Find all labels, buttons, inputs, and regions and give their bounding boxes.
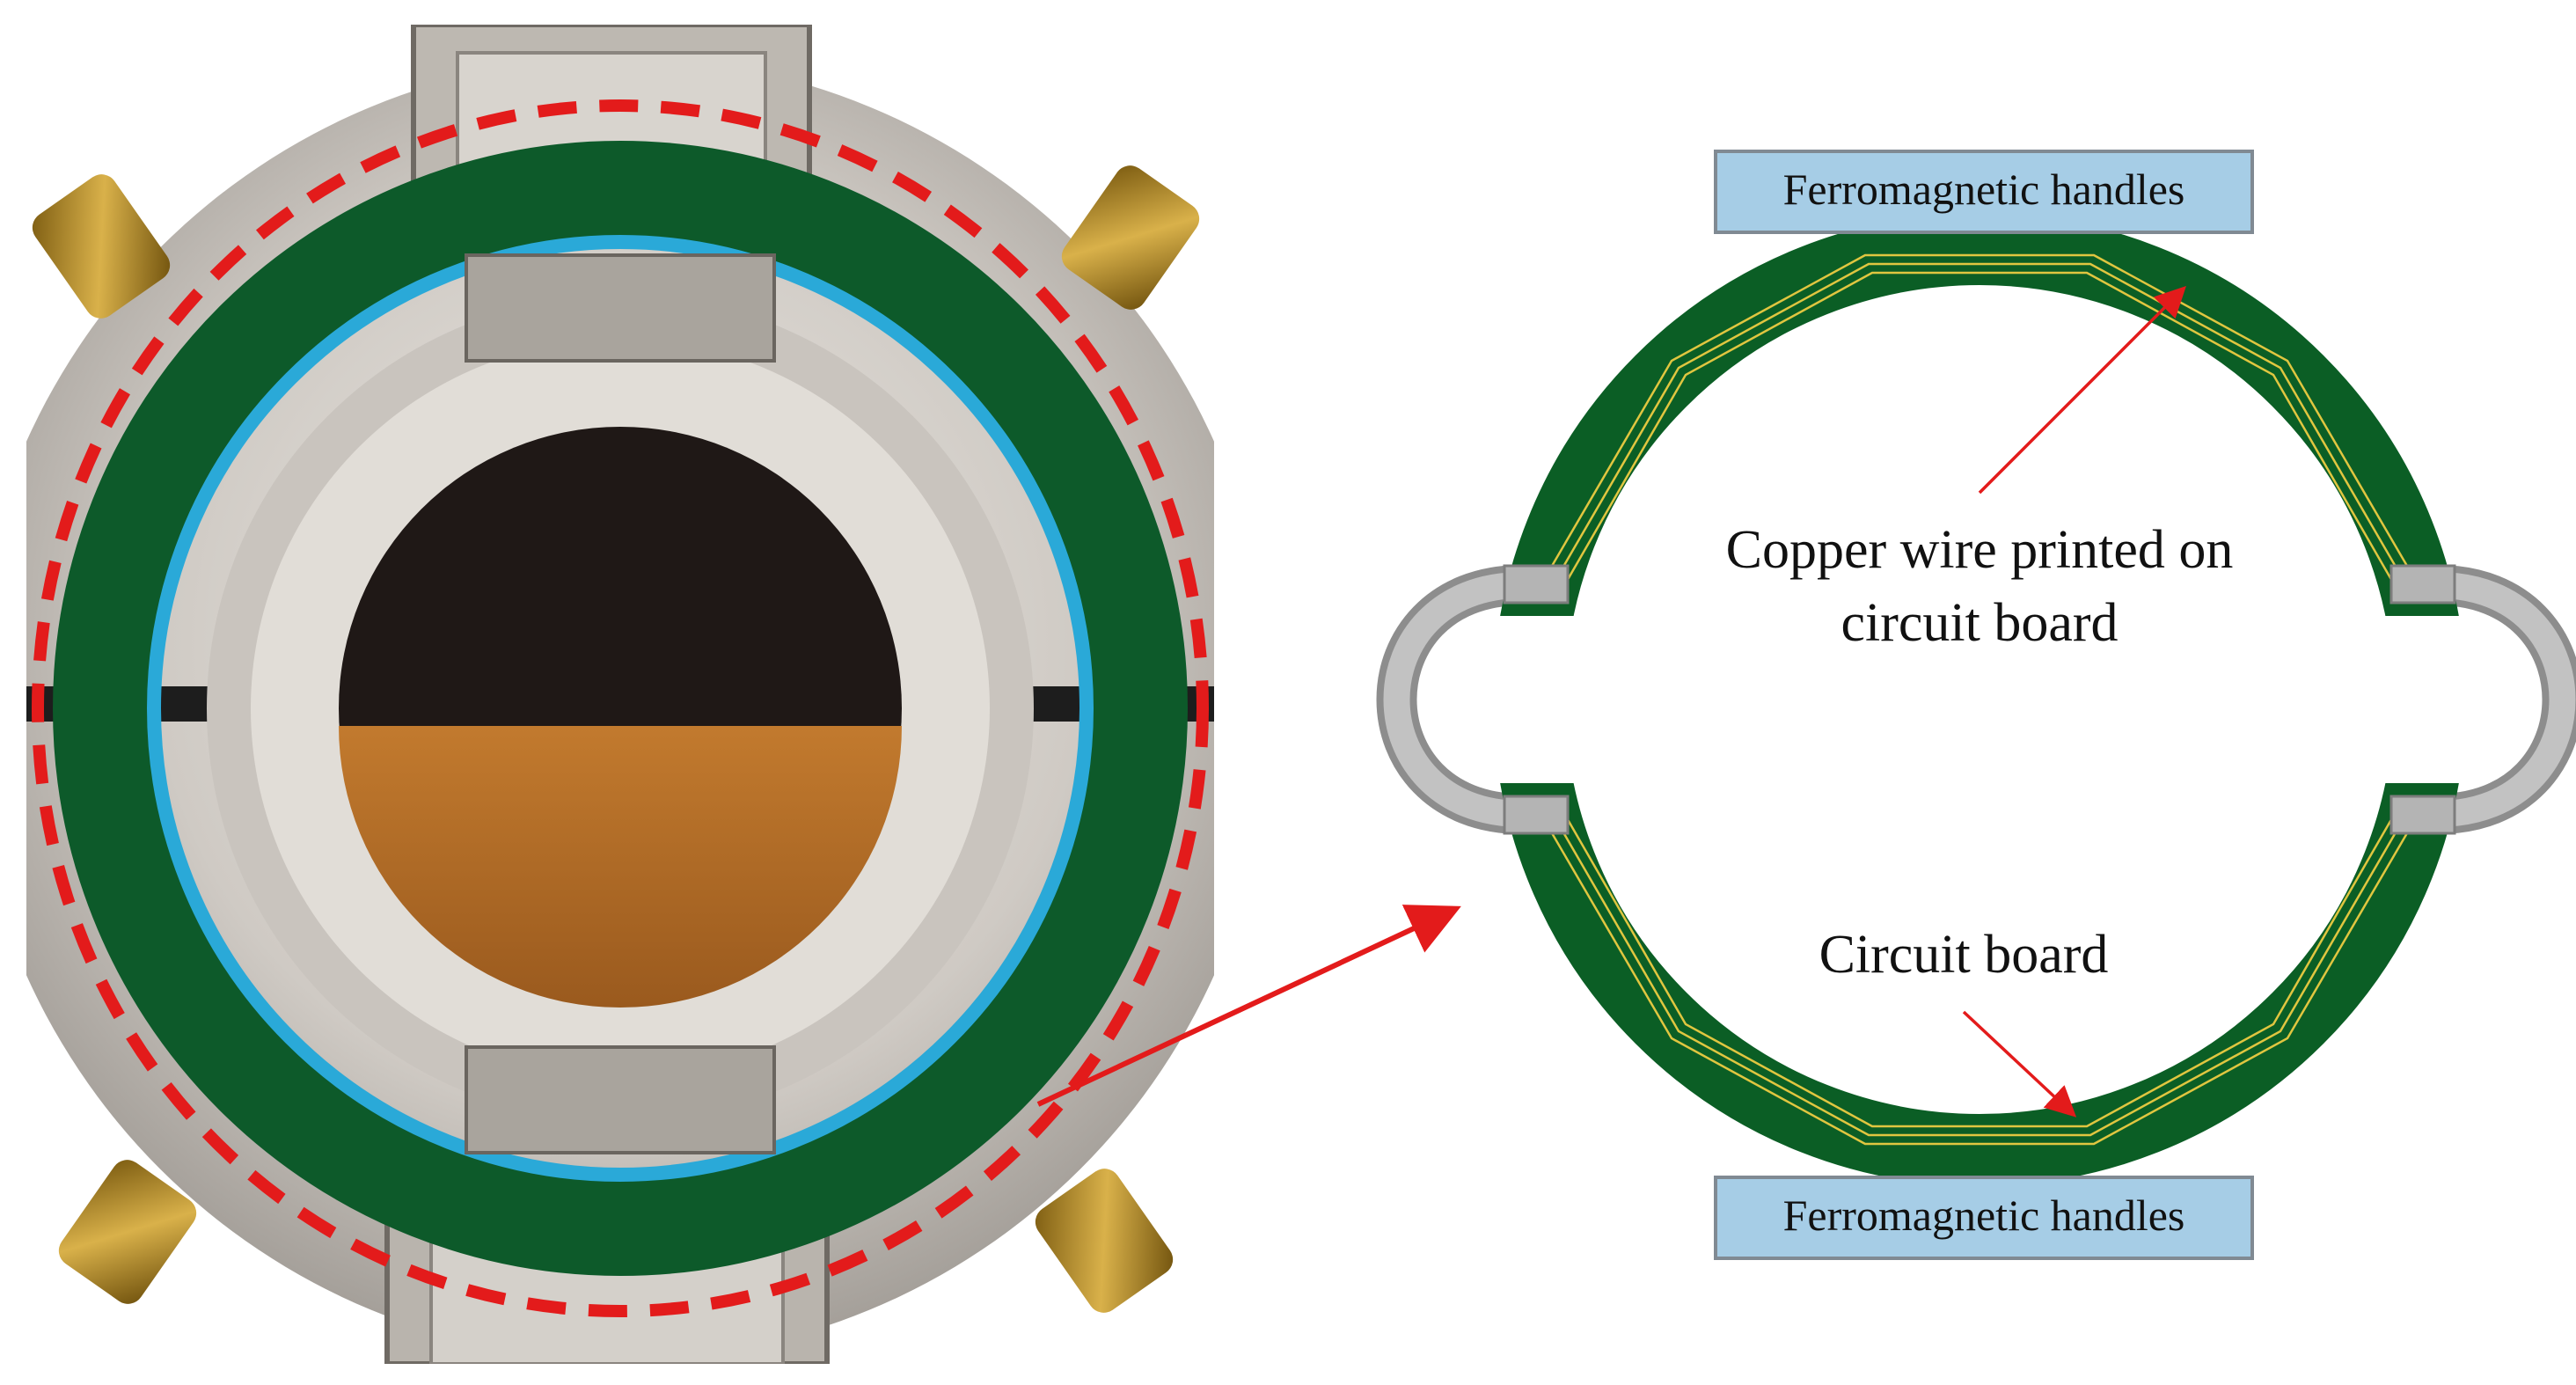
copper-trace-top-3 [1564, 271, 2395, 583]
connector-pad-top-right [2389, 564, 2456, 605]
connector-pad-bottom-right [2389, 795, 2456, 835]
magnet-top-left [32, 174, 171, 319]
copper-traces [1547, 253, 2412, 1146]
highlight-dashed-circle [32, 99, 1209, 1317]
circuit-board-label: Circuit board [1819, 925, 2109, 985]
copper-trace-bottom-1 [1547, 826, 2412, 1146]
circuit-board-ring [1493, 213, 2466, 1186]
circuit-board-arrow [1962, 1010, 2077, 1118]
bore-floor [339, 726, 902, 1008]
connector-pad-bottom-left [1503, 795, 1570, 835]
handle-top-label: Ferromagnetic handles [1783, 165, 2185, 214]
pcb-ring-photo [53, 141, 1188, 1276]
device-photo [26, 25, 1214, 1364]
inner-pole-top [465, 253, 776, 363]
copper-label-line1: Copper wire printed on [1726, 520, 2234, 580]
pointer-arrow [1036, 905, 1461, 1107]
copper-trace-top-2 [1555, 262, 2404, 578]
magnet-bottom-left [58, 1160, 197, 1304]
inner-pole-bottom [465, 1045, 776, 1154]
copper-trace-bottom-2 [1555, 821, 2404, 1137]
handle-top [1714, 150, 2254, 234]
copper-trace-top-1 [1547, 253, 2412, 573]
pcb-blue-edge [147, 235, 1094, 1182]
connector-pad-top-left [1503, 564, 1570, 605]
copper-label-line2: circuit board [1841, 593, 2118, 653]
magnet-top-right [1061, 165, 1200, 310]
copper-arrow [1978, 286, 2186, 495]
handle-bottom-label: Ferromagnetic handles [1783, 1191, 2185, 1240]
handle-bottom [1714, 1176, 2254, 1260]
copper-trace-bottom-3 [1564, 816, 2395, 1128]
left-gap [1469, 616, 1584, 783]
magnet-bottom-right [1035, 1169, 1174, 1313]
right-gap [2375, 616, 2490, 783]
schematic: Ferromagnetic handles Ferromagnetic hand… [1376, 150, 2576, 1260]
right-cable [2436, 572, 2576, 827]
left-cable [1383, 572, 1523, 827]
